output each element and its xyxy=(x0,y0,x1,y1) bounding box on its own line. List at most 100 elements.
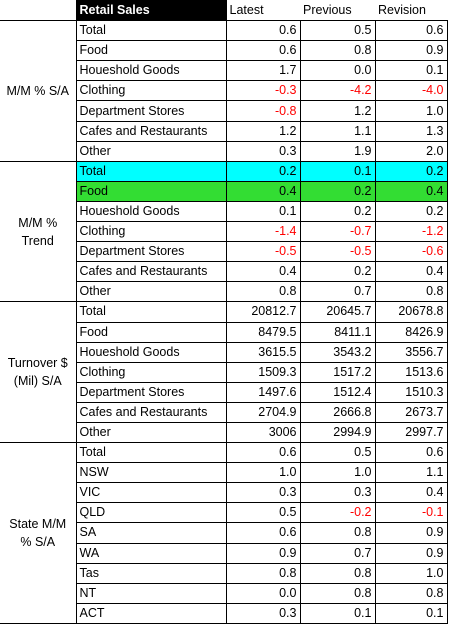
row-label: Clothing xyxy=(75,221,227,243)
latest-value: 1.7 xyxy=(225,60,301,82)
revision-value: 0.8 xyxy=(374,281,448,303)
previous-value: 1.9 xyxy=(299,140,376,162)
column-header-previous: Previous xyxy=(300,0,375,22)
latest-value: 3615.5 xyxy=(225,341,301,363)
latest-value: 0.5 xyxy=(225,502,301,524)
revision-value: 0.9 xyxy=(374,542,448,564)
row-label: Cafes and Restaurants xyxy=(75,401,227,423)
revision-value: 2.0 xyxy=(374,140,448,162)
table-row: Other 0.3 1.9 2.0 xyxy=(0,140,448,162)
table-body: M/M % S/A Total 0.6 0.5 0.6 Food 0.6 0.8 0.9 Houe… xyxy=(0,20,448,624)
latest-value: 0.3 xyxy=(225,140,301,162)
latest-value: -0.5 xyxy=(225,241,301,263)
table-row: State M/M % S/A Total 0.6 0.5 0.6 xyxy=(0,442,448,624)
latest-value: 0.2 xyxy=(225,160,301,182)
latest-value: 0.8 xyxy=(225,562,301,584)
table-row: Other 0.8 0.7 0.8 xyxy=(0,281,448,303)
previous-value: 0.1 xyxy=(299,602,376,624)
previous-value: -0.2 xyxy=(299,502,376,524)
table-row: M/M % Trend Total 0.2 0.1 0.2 xyxy=(0,160,448,303)
table-row: Cafes and Restaurants 2704.9 2666.8 2673.7 xyxy=(0,401,448,423)
section-label: M/M % S/A xyxy=(0,20,77,162)
revision-value: 0.4 xyxy=(374,261,448,283)
row-label: Department Stores xyxy=(75,241,227,263)
previous-value: 0.8 xyxy=(299,522,376,544)
latest-value: 1497.6 xyxy=(225,381,301,403)
row-label: SA xyxy=(75,522,227,544)
latest-value: 0.6 xyxy=(225,522,301,544)
previous-value: 0.8 xyxy=(299,562,376,584)
revision-value: 1510.3 xyxy=(374,381,448,403)
previous-value: 1.0 xyxy=(299,462,376,484)
revision-value: -0.6 xyxy=(374,241,448,263)
latest-value: 0.4 xyxy=(225,180,301,202)
category-header: Retail Sales xyxy=(75,0,227,22)
header-row: Retail Sales Latest Previous Revision xyxy=(0,0,447,22)
row-label: Cafes and Restaurants xyxy=(75,261,227,283)
latest-value: 3006 xyxy=(225,421,301,444)
latest-value: -1.4 xyxy=(225,221,301,243)
latest-value: 8479.5 xyxy=(225,321,301,343)
revision-value: 20678.8 xyxy=(374,301,448,323)
latest-value: 0.6 xyxy=(225,20,301,42)
revision-value: 0.2 xyxy=(374,200,448,223)
row-label: Other xyxy=(75,421,227,444)
revision-value: -4.0 xyxy=(374,80,448,102)
table-row: WA 0.9 0.7 0.9 xyxy=(0,542,448,564)
row-label: Total xyxy=(75,301,227,323)
table-row: Houeshold Goods 3615.5 3543.2 3556.7 xyxy=(0,341,448,363)
revision-value: 0.4 xyxy=(374,180,448,202)
latest-value: 2704.9 xyxy=(225,401,301,423)
row-label: Food xyxy=(75,40,227,62)
row-label: Other xyxy=(75,281,227,303)
previous-value: 1.1 xyxy=(299,120,376,142)
revision-value: 0.6 xyxy=(374,20,448,42)
revision-value: 3556.7 xyxy=(374,341,448,363)
row-label: Tas xyxy=(75,562,227,584)
previous-value: 20645.7 xyxy=(299,301,376,323)
latest-value: -0.8 xyxy=(225,100,301,122)
latest-value: -0.3 xyxy=(225,80,301,102)
latest-value: 0.9 xyxy=(225,542,301,564)
previous-value: 8411.1 xyxy=(299,321,376,343)
section-label: M/M % Trend xyxy=(0,160,77,303)
row-label: Houeshold Goods xyxy=(75,60,227,82)
table-row: M/M % S/A Total 0.6 0.5 0.6 xyxy=(0,20,448,162)
table-row: NT 0.0 0.8 0.8 xyxy=(0,582,448,604)
latest-value: 0.4 xyxy=(225,261,301,283)
table-row: Cafes and Restaurants 0.4 0.2 0.4 xyxy=(0,261,448,283)
previous-value: 0.3 xyxy=(299,482,376,504)
latest-value: 0.6 xyxy=(225,442,301,464)
row-label: ACT xyxy=(75,602,227,624)
latest-value: 1.0 xyxy=(225,462,301,484)
table-row: SA 0.6 0.8 0.9 xyxy=(0,522,448,544)
table-row: Clothing 1509.3 1517.2 1513.6 xyxy=(0,361,448,383)
previous-value: 0.2 xyxy=(299,261,376,283)
previous-value: 2666.8 xyxy=(299,401,376,423)
row-label: Food xyxy=(75,180,227,202)
table-row: Houeshold Goods 0.1 0.2 0.2 xyxy=(0,200,448,223)
revision-value: 1.3 xyxy=(374,120,448,142)
table-row: ACT 0.3 0.1 0.1 xyxy=(0,602,448,624)
latest-value: 1.2 xyxy=(225,120,301,142)
row-label: Total xyxy=(75,20,227,42)
revision-value: 0.6 xyxy=(374,442,448,464)
previous-value: 0.8 xyxy=(299,40,376,62)
header-corner xyxy=(0,0,76,21)
row-label: Clothing xyxy=(75,80,227,102)
revision-value: 1.1 xyxy=(374,462,448,484)
revision-value: 1.0 xyxy=(374,100,448,122)
previous-value: 1512.4 xyxy=(299,381,376,403)
latest-value: 1509.3 xyxy=(225,361,301,383)
row-label: Food xyxy=(75,321,227,343)
table-row: Food 8479.5 8411.1 8426.9 xyxy=(0,321,448,343)
previous-value: 2994.9 xyxy=(299,421,376,444)
row-label: Other xyxy=(75,140,227,162)
previous-value: 3543.2 xyxy=(299,341,376,363)
row-label: Total xyxy=(75,442,227,464)
row-label: Department Stores xyxy=(75,381,227,403)
table-row: Cafes and Restaurants 1.2 1.1 1.3 xyxy=(0,120,448,142)
latest-value: 0.0 xyxy=(225,582,301,604)
table-row: Turnover $ (Mil) S/A Total 20812.7 20645.7 2… xyxy=(0,301,448,444)
previous-value: 1517.2 xyxy=(299,361,376,383)
